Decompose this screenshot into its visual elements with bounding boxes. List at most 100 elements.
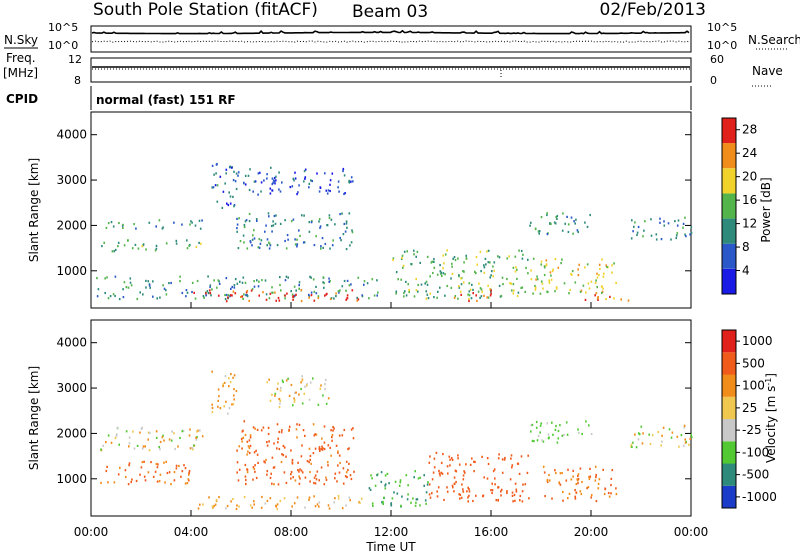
data-cell xyxy=(205,292,207,295)
data-cell xyxy=(328,507,331,510)
data-cell xyxy=(324,172,326,175)
data-cell xyxy=(251,506,253,509)
data-cell xyxy=(344,192,346,195)
data-cell xyxy=(558,481,560,484)
colorbar-swatch xyxy=(722,374,736,397)
data-cell xyxy=(304,176,307,179)
data-cell xyxy=(154,470,157,473)
data-cell xyxy=(275,175,277,178)
data-cell xyxy=(500,494,502,497)
data-cell xyxy=(278,447,281,451)
data-cell xyxy=(216,184,219,187)
data-cell xyxy=(291,461,294,464)
data-cell xyxy=(380,480,383,483)
data-cell xyxy=(322,246,324,249)
data-cell xyxy=(519,494,522,498)
data-cell xyxy=(415,255,417,258)
data-cell xyxy=(341,434,344,437)
x-tick-label: 12:00 xyxy=(374,525,409,539)
data-cell xyxy=(185,295,187,298)
data-cell xyxy=(438,472,441,475)
data-cell xyxy=(552,268,554,271)
data-cell xyxy=(345,504,347,507)
data-cell xyxy=(524,290,526,293)
data-cell xyxy=(451,262,453,265)
data-cell xyxy=(209,292,212,295)
data-cell xyxy=(163,439,165,442)
data-cell xyxy=(433,258,435,261)
data-cell xyxy=(634,221,636,224)
data-cell xyxy=(171,430,173,433)
data-cell xyxy=(325,189,328,192)
noise-left-tick-top: 10^5 xyxy=(48,21,78,34)
data-cell xyxy=(237,171,240,174)
data-cell xyxy=(576,229,579,232)
data-cell xyxy=(316,172,318,175)
data-cell xyxy=(102,444,104,447)
data-cell xyxy=(333,297,335,300)
data-cell xyxy=(283,446,286,449)
data-cell xyxy=(246,453,248,456)
data-cell xyxy=(494,483,496,486)
data-cell xyxy=(252,466,255,469)
data-cell xyxy=(217,399,219,402)
data-cell xyxy=(276,503,279,506)
data-cell xyxy=(107,434,110,437)
data-cell xyxy=(601,291,603,295)
data-cell xyxy=(555,425,557,428)
data-cell xyxy=(278,299,281,302)
data-cell xyxy=(283,497,286,500)
data-cell xyxy=(462,474,465,477)
data-cell xyxy=(140,427,143,430)
data-cell xyxy=(534,227,537,230)
data-cell xyxy=(391,497,394,500)
data-cell xyxy=(116,433,118,436)
data-cell xyxy=(518,249,520,252)
data-cell xyxy=(471,283,473,286)
data-cell xyxy=(574,222,576,225)
data-cell xyxy=(290,220,293,223)
data-cell xyxy=(270,224,273,228)
data-cell xyxy=(467,486,469,489)
data-cell xyxy=(202,503,204,506)
data-cell xyxy=(607,491,610,495)
data-cell xyxy=(186,239,188,242)
data-cell xyxy=(306,383,308,386)
data-cell xyxy=(298,184,300,187)
data-cell xyxy=(492,275,494,278)
data-cell xyxy=(311,180,313,183)
data-cell xyxy=(489,288,491,291)
data-cell xyxy=(399,479,402,482)
data-cell xyxy=(201,435,204,438)
data-cell xyxy=(471,457,473,460)
data-cell xyxy=(274,182,276,185)
data-cell xyxy=(310,294,313,297)
data-cell xyxy=(332,429,334,432)
data-cell xyxy=(188,434,191,437)
data-cell xyxy=(429,275,431,278)
data-cell xyxy=(237,174,239,177)
data-cell xyxy=(342,170,344,173)
mhz-label: [MHz] xyxy=(3,66,38,80)
data-cell xyxy=(234,180,237,183)
data-cell xyxy=(565,421,568,424)
data-cell xyxy=(285,455,287,458)
data-cell xyxy=(536,278,539,281)
data-cell xyxy=(266,381,269,384)
data-cell xyxy=(433,296,435,299)
beam-label: Beam 03 xyxy=(352,2,428,22)
data-cell xyxy=(246,289,249,293)
data-cell xyxy=(122,223,124,226)
data-cell xyxy=(454,259,457,262)
data-cell xyxy=(545,259,548,262)
data-cell xyxy=(155,244,158,247)
data-cell xyxy=(248,212,251,216)
data-cell xyxy=(320,245,322,248)
data-cell xyxy=(116,426,119,429)
colorbar-swatch xyxy=(722,243,736,269)
data-cell xyxy=(643,229,645,232)
data-cell xyxy=(165,293,168,296)
data-cell xyxy=(455,470,458,473)
data-cell xyxy=(149,431,151,435)
data-cell xyxy=(586,487,588,490)
